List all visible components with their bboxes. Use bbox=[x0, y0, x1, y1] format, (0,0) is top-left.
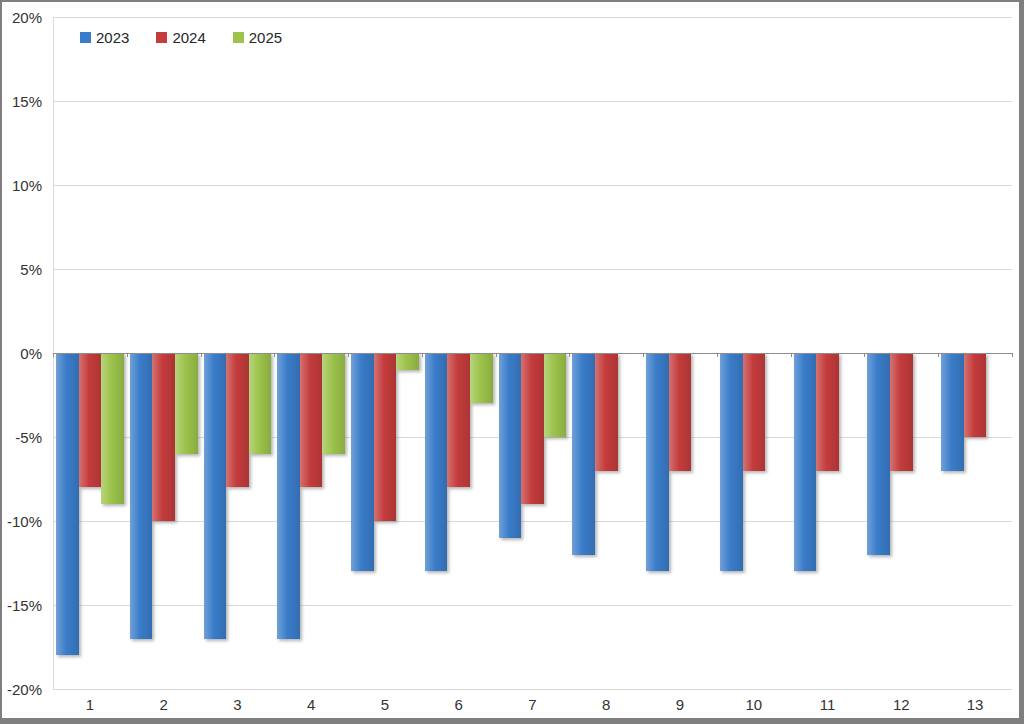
x-axis-label: 10 bbox=[724, 696, 784, 713]
bar-2024-cat-12 bbox=[890, 353, 913, 471]
legend-label-2025: 2025 bbox=[249, 29, 282, 46]
gridline bbox=[53, 269, 1012, 270]
zero-axis-tick bbox=[864, 353, 865, 357]
x-axis-label: 12 bbox=[871, 696, 931, 713]
legend-item-2024: 2024 bbox=[156, 29, 205, 46]
y-axis-label: -20% bbox=[2, 681, 42, 698]
bar-2023-cat-13 bbox=[941, 353, 964, 471]
x-axis-label: 5 bbox=[355, 696, 415, 713]
legend-swatch-2023-icon bbox=[80, 32, 91, 43]
bar-2024-cat-5 bbox=[374, 353, 397, 521]
bar-2023-cat-9 bbox=[646, 353, 669, 571]
y-axis-label: -5% bbox=[2, 429, 42, 446]
bar-2024-cat-6 bbox=[447, 353, 470, 487]
chart-frame: 2023 2024 2025 20% 15% 10% 5% 0% -5% -10% -15% -… bbox=[0, 0, 1024, 724]
y-axis-label: -15% bbox=[2, 597, 42, 614]
zero-axis-tick bbox=[422, 353, 423, 357]
bar-2025-cat-1 bbox=[101, 353, 124, 504]
bar-2023-cat-10 bbox=[720, 353, 743, 571]
bar-2023-cat-11 bbox=[794, 353, 817, 571]
bar-2024-cat-10 bbox=[743, 353, 766, 471]
zero-axis-tick bbox=[53, 353, 54, 357]
zero-axis-tick bbox=[643, 353, 644, 357]
legend-label-2024: 2024 bbox=[172, 29, 205, 46]
bar-2023-cat-8 bbox=[572, 353, 595, 555]
x-axis-label: 6 bbox=[429, 696, 489, 713]
bar-2024-cat-1 bbox=[79, 353, 102, 487]
zero-axis-tick bbox=[569, 353, 570, 357]
x-axis-label: 2 bbox=[134, 696, 194, 713]
y-axis-label: 15% bbox=[2, 93, 42, 110]
legend-label-2023: 2023 bbox=[96, 29, 129, 46]
legend-item-2025: 2025 bbox=[233, 29, 282, 46]
x-axis-label: 8 bbox=[576, 696, 636, 713]
bar-2025-cat-7 bbox=[544, 353, 567, 437]
x-axis-label: 3 bbox=[207, 696, 267, 713]
y-axis-label: 0% bbox=[2, 345, 42, 362]
legend-item-2023: 2023 bbox=[80, 29, 129, 46]
chart-legend: 2023 2024 2025 bbox=[80, 29, 282, 46]
bar-2024-cat-8 bbox=[595, 353, 618, 471]
bar-2025-cat-5 bbox=[396, 353, 419, 370]
bar-2024-cat-11 bbox=[816, 353, 839, 471]
bar-2023-cat-5 bbox=[351, 353, 374, 571]
zero-axis-tick bbox=[348, 353, 349, 357]
x-axis-label: 11 bbox=[798, 696, 858, 713]
zero-axis-tick bbox=[791, 353, 792, 357]
y-axis-label: 20% bbox=[2, 9, 42, 26]
bar-2025-cat-6 bbox=[470, 353, 493, 403]
bar-2025-cat-4 bbox=[322, 353, 345, 454]
bar-2023-cat-7 bbox=[499, 353, 522, 538]
x-axis-label: 4 bbox=[281, 696, 341, 713]
legend-swatch-2024-icon bbox=[156, 32, 167, 43]
x-axis-label: 13 bbox=[945, 696, 1005, 713]
bar-2023-cat-1 bbox=[56, 353, 79, 655]
bar-2024-cat-7 bbox=[521, 353, 544, 504]
zero-axis-tick bbox=[496, 353, 497, 357]
zero-axis-tick bbox=[201, 353, 202, 357]
y-axis-label: 5% bbox=[2, 261, 42, 278]
bar-2024-cat-13 bbox=[964, 353, 987, 437]
bar-2023-cat-2 bbox=[130, 353, 153, 639]
bar-2025-cat-2 bbox=[175, 353, 198, 454]
zero-axis-tick bbox=[274, 353, 275, 357]
x-axis-label: 9 bbox=[650, 696, 710, 713]
zero-axis-tick bbox=[127, 353, 128, 357]
gridline bbox=[53, 689, 1012, 690]
gridline bbox=[53, 185, 1012, 186]
gridline bbox=[53, 17, 1012, 18]
zero-axis-line bbox=[53, 353, 1012, 354]
bar-2023-cat-3 bbox=[204, 353, 227, 639]
bar-2023-cat-4 bbox=[277, 353, 300, 639]
bar-2025-cat-3 bbox=[249, 353, 272, 454]
y-axis-label: -10% bbox=[2, 513, 42, 530]
zero-axis-tick bbox=[938, 353, 939, 357]
x-axis-label: 1 bbox=[60, 696, 120, 713]
bar-2024-cat-9 bbox=[669, 353, 692, 471]
zero-axis-tick bbox=[1012, 353, 1013, 357]
bar-2024-cat-4 bbox=[300, 353, 323, 487]
bar-2024-cat-3 bbox=[226, 353, 249, 487]
legend-swatch-2025-icon bbox=[233, 32, 244, 43]
zero-axis-tick bbox=[717, 353, 718, 357]
bar-2023-cat-12 bbox=[867, 353, 890, 555]
plot-area: 20%15%10%5%0%-5%-10%-15%-20%123456789101… bbox=[2, 2, 1019, 718]
gridline bbox=[53, 101, 1012, 102]
bar-2023-cat-6 bbox=[425, 353, 448, 571]
gridline bbox=[53, 605, 1012, 606]
x-axis-label: 7 bbox=[503, 696, 563, 713]
y-axis-label: 10% bbox=[2, 177, 42, 194]
bar-2024-cat-2 bbox=[152, 353, 175, 521]
